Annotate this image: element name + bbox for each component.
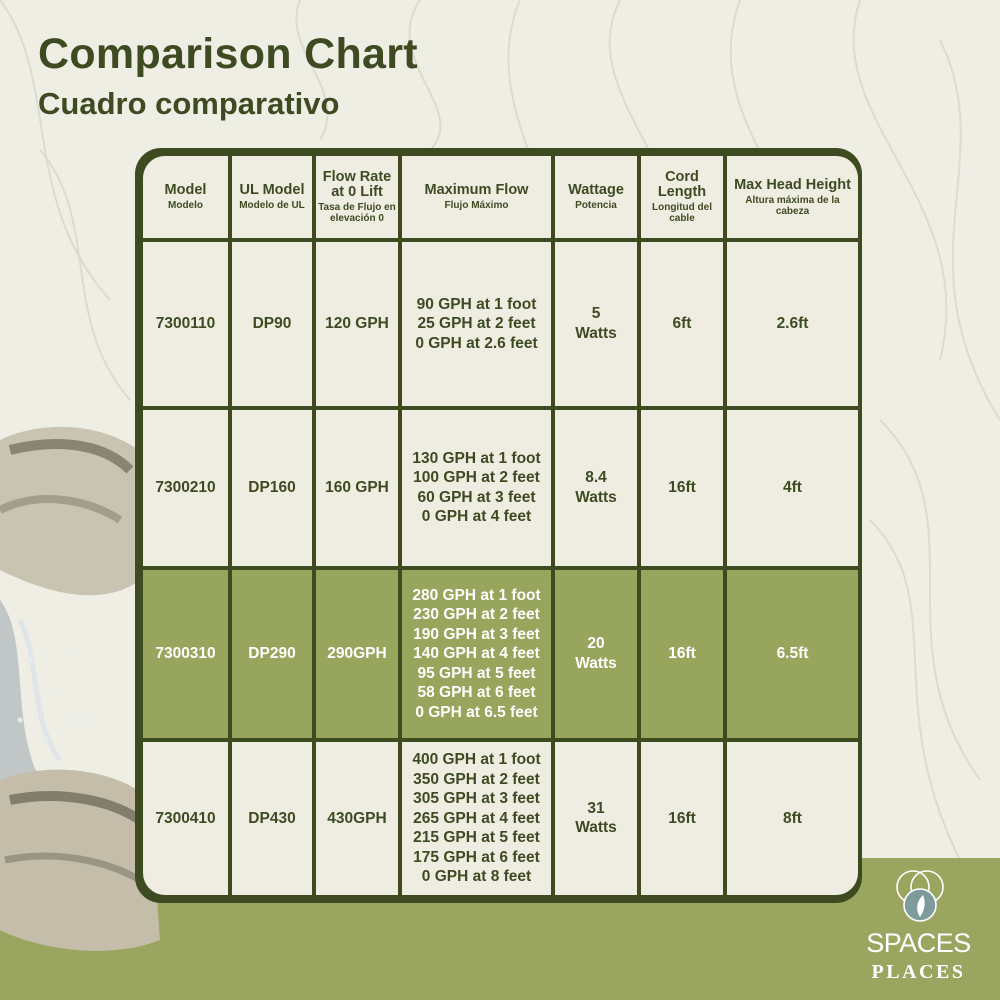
header-flow-rate: Flow Rate at 0 Lift Tasa de Flujo en elev… — [316, 156, 398, 238]
comparison-table: Model Modelo UL Model Modelo de UL Flow Ra… — [139, 152, 862, 899]
header-label: Cord Length — [657, 169, 707, 200]
header-ul-model: UL Model Modelo de UL — [232, 156, 312, 238]
cell-flow-rate: 430GPH — [316, 741, 398, 895]
cell-max-flow: 130 GPH at 1 foot 100 GPH at 2 feet 60 G… — [402, 409, 551, 566]
cell-cord-length: 16ft — [641, 409, 723, 566]
header-max-head-height: Max Head Height Altura máxima de la cabez… — [727, 156, 858, 238]
wattage-unit: Watts — [575, 654, 617, 672]
cell-cord-length: 16ft — [641, 569, 723, 738]
flow-line: 140 GPH at 4 feet — [413, 645, 540, 662]
page-title: Comparison Chart — [38, 30, 418, 78]
cell-max-head: 6.5ft — [727, 569, 858, 738]
cell-flow-rate: 160 GPH — [316, 409, 398, 566]
wattage-unit: Watts — [575, 819, 617, 837]
header-maximum-flow: Maximum Flow Flujo Máximo — [402, 156, 551, 238]
logo-text-places: PLACES — [871, 961, 966, 983]
fountain-water-image — [0, 426, 160, 951]
flow-line: 0 GPH at 2.6 feet — [415, 334, 538, 352]
header-label-es: Longitud del cable — [652, 202, 712, 224]
comparison-table-container: Model Modelo UL Model Modelo de UL Flow Ra… — [135, 148, 862, 903]
cell-wattage: 8.4 Watts — [555, 409, 637, 566]
table-row: 7300110 DP90 120 GPH 90 GPH at 1 foot 25… — [143, 242, 858, 406]
flow-line: 400 GPH at 1 foot — [412, 751, 541, 769]
wattage-value: 5 — [591, 305, 601, 323]
cell-max-head: 8ft — [727, 741, 858, 895]
flow-line: 60 GPH at 3 feet — [417, 488, 536, 506]
cell-ul-model: DP90 — [232, 242, 312, 406]
cell-model: 7300210 — [143, 409, 228, 566]
header-wattage: Wattage Potencia — [555, 156, 637, 238]
cell-wattage: 20 Watts — [555, 569, 637, 738]
cell-ul-model: DP160 — [232, 409, 312, 566]
flow-line: 265 GPH at 4 feet — [413, 809, 540, 827]
header-model: Model Modelo — [143, 156, 228, 238]
cell-max-flow: 90 GPH at 1 foot 25 GPH at 2 feet 0 GPH … — [402, 242, 551, 406]
header-label-es: Tasa de Flujo en elevación 0 — [318, 202, 396, 224]
table-row-highlighted: 7300310 DP290 290GPH 280 GPH at 1 foot 2… — [143, 569, 858, 738]
cell-model: 7300310 — [143, 569, 228, 738]
flow-line: 215 GPH at 5 feet — [413, 829, 540, 847]
wattage-unit: Watts — [575, 324, 617, 342]
wattage-unit: Watts — [575, 488, 617, 506]
table-row: 7300410 DP430 430GPH 400 GPH at 1 foot 3… — [143, 741, 858, 895]
flow-line: 90 GPH at 1 foot — [416, 295, 537, 313]
header-label-es: Modelo — [168, 200, 203, 211]
brand-logo: SPACES PLACES — [856, 865, 986, 993]
header-label-es: Potencia — [575, 200, 617, 211]
wattage-value: 20 — [587, 635, 605, 653]
cell-flow-rate: 290GPH — [316, 569, 398, 738]
header-label-es: Altura máxima de la cabeza — [745, 194, 840, 217]
cell-wattage: 5 Watts — [555, 242, 637, 406]
flow-line: 130 GPH at 1 foot — [412, 449, 541, 467]
header-label-es: Modelo de UL — [239, 200, 305, 211]
header-label: UL Model — [239, 182, 305, 198]
cell-flow-rate: 120 GPH — [316, 242, 398, 406]
cell-model: 7300410 — [143, 741, 228, 895]
page-subtitle: Cuadro comparativo — [38, 86, 340, 121]
flow-line: 230 GPH at 2 feet — [413, 606, 540, 623]
leaf-circles-icon — [896, 870, 944, 922]
header-label: Flow Rate at 0 Lift — [322, 169, 392, 200]
cell-cord-length: 6ft — [641, 242, 723, 406]
wattage-value: 8.4 — [585, 469, 607, 487]
flow-line: 0 GPH at 8 feet — [421, 868, 532, 886]
flow-line: 100 GPH at 2 feet — [413, 469, 540, 487]
flow-line: 190 GPH at 3 feet — [413, 625, 540, 643]
flow-line: 175 GPH at 6 feet — [413, 848, 540, 866]
cell-wattage: 31 Watts — [555, 741, 637, 895]
flow-line: 305 GPH at 3 feet — [413, 790, 540, 808]
header-label-es: Flujo Máximo — [444, 200, 509, 211]
logo-text-spaces: SPACES — [866, 928, 971, 958]
header-label: Maximum Flow — [424, 182, 529, 198]
cell-ul-model: DP430 — [232, 741, 312, 895]
header-cord-length: Cord Length Longitud del cable — [641, 156, 723, 238]
cell-model: 7300110 — [143, 242, 228, 406]
flow-line: 350 GPH at 2 feet — [413, 770, 540, 788]
header-label: Max Head Height — [734, 176, 851, 193]
flow-line: 58 GPH at 6 feet — [417, 684, 536, 701]
flow-line: 25 GPH at 2 feet — [417, 315, 536, 332]
flow-line: 0 GPH at 6.5 feet — [415, 703, 538, 721]
cell-max-flow: 280 GPH at 1 foot 230 GPH at 2 feet 190 … — [402, 569, 551, 738]
cell-ul-model: DP290 — [232, 569, 312, 738]
header-label: Wattage — [568, 182, 624, 198]
flow-line: 0 GPH at 4 feet — [421, 508, 532, 526]
flow-line: 95 GPH at 5 feet — [417, 664, 536, 682]
cell-max-head: 2.6ft — [727, 242, 858, 406]
cell-max-head: 4ft — [727, 409, 858, 566]
table-row: 7300210 DP160 160 GPH 130 GPH at 1 foot … — [143, 409, 858, 566]
wattage-value: 31 — [587, 799, 605, 817]
cell-cord-length: 16ft — [641, 741, 723, 895]
cell-max-flow: 400 GPH at 1 foot 350 GPH at 2 feet 305 … — [402, 741, 551, 895]
table-header-row: Model Modelo UL Model Modelo de UL Flow Ra… — [143, 156, 858, 238]
header-label: Model — [164, 182, 207, 198]
flow-line: 280 GPH at 1 foot — [412, 586, 541, 604]
